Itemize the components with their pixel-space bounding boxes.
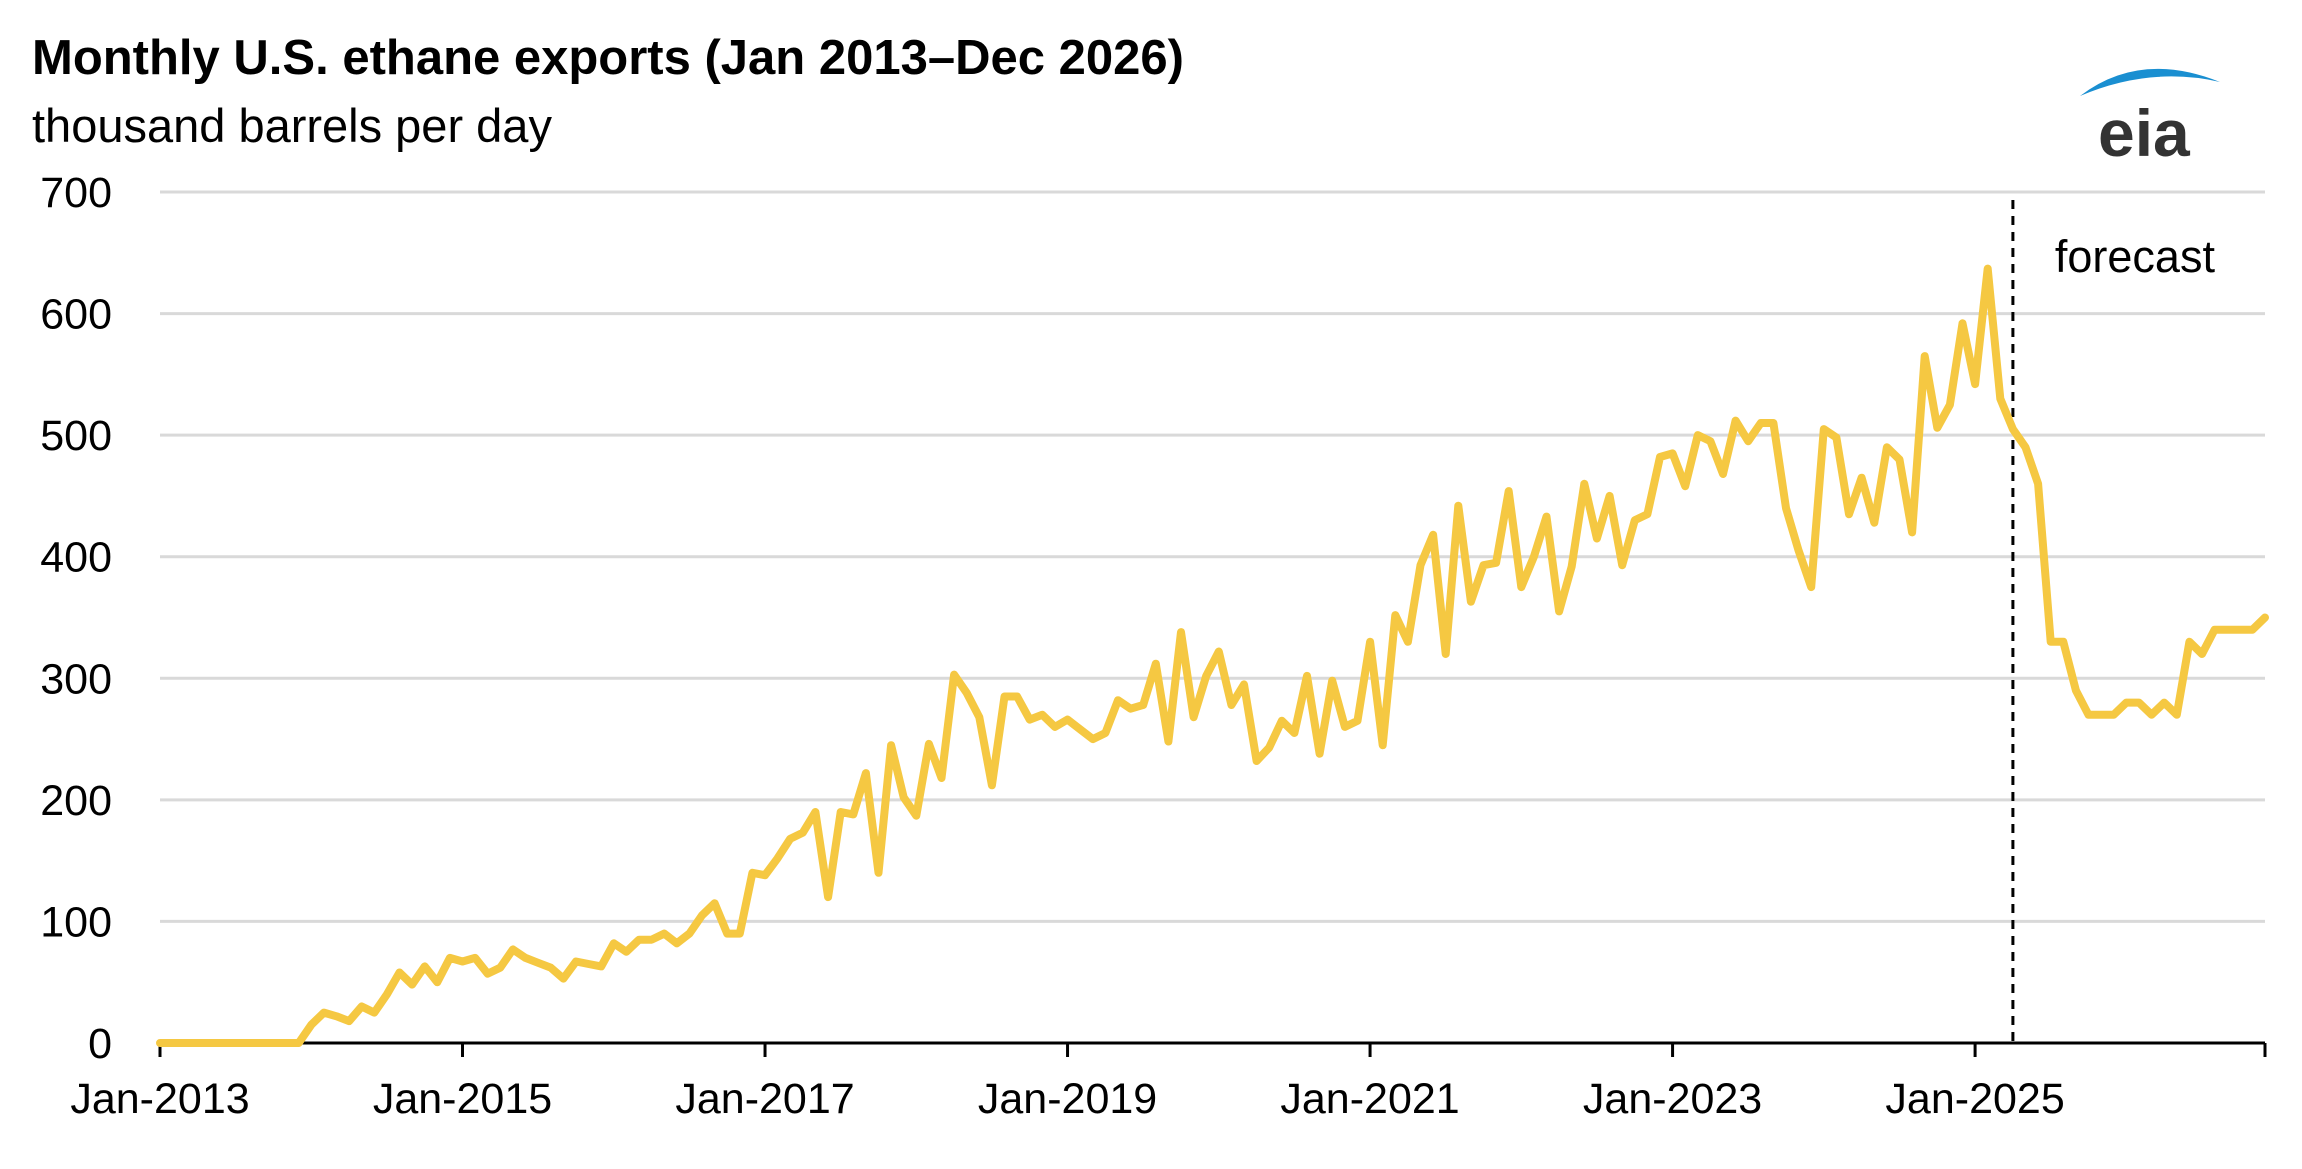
y-tick-label: 700	[40, 169, 112, 217]
series-line	[156, 264, 2269, 1047]
x-tick-label: Jan-2019	[978, 1075, 1157, 1123]
y-axis-ticks: 0 100 200 300 400 500 600 700	[40, 169, 112, 1068]
forecast-label: forecast	[2055, 231, 2216, 282]
x-tick-label: Jan-2013	[70, 1075, 249, 1123]
logo-text: eia	[2098, 96, 2191, 168]
x-tick-label: Jan-2015	[373, 1075, 552, 1123]
x-axis-ticks: Jan-2013 Jan-2015 Jan-2017 Jan-2019 Jan-2021…	[70, 1043, 2267, 1123]
chart-subtitle: thousand barrels per day	[32, 99, 552, 152]
gridlines	[160, 190, 2265, 923]
y-tick-label: 100	[40, 898, 112, 946]
x-tick-label: Jan-2017	[675, 1075, 854, 1123]
logo-swoosh	[2080, 68, 2220, 96]
y-tick-label: 600	[40, 291, 112, 339]
x-tick-label: Jan-2025	[1885, 1075, 2064, 1123]
y-tick-label: 400	[40, 534, 112, 582]
y-tick-label: 500	[40, 412, 112, 460]
x-tick-label: Jan-2021	[1280, 1075, 1459, 1123]
chart-title: Monthly U.S. ethane exports (Jan 2013–De…	[32, 31, 1184, 85]
y-tick-label: 200	[40, 777, 112, 825]
y-tick-label: 0	[88, 1020, 112, 1068]
x-tick-label: Jan-2023	[1583, 1075, 1762, 1123]
eia-logo: eia	[2080, 68, 2220, 168]
y-tick-label: 300	[40, 655, 112, 703]
